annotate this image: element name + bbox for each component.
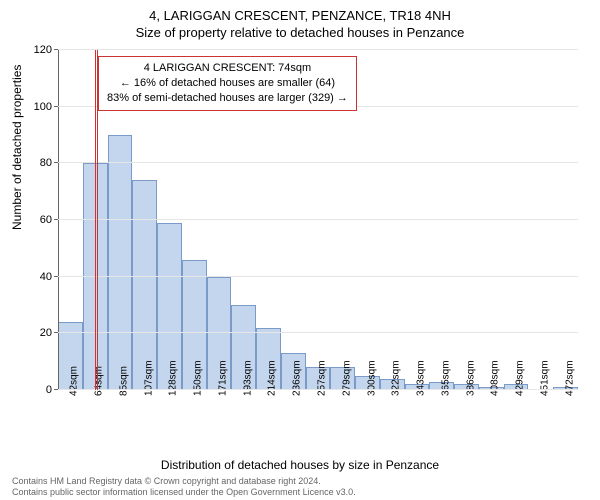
- x-axis-label: Distribution of detached houses by size …: [0, 458, 600, 472]
- histogram-bar: [132, 180, 157, 390]
- y-tick-label: 0: [22, 384, 52, 396]
- y-tick-mark: [54, 276, 58, 277]
- y-axis-line: [58, 50, 59, 390]
- y-tick-mark: [54, 106, 58, 107]
- y-gridline: [58, 162, 578, 163]
- y-tick-mark: [54, 332, 58, 333]
- y-axis-label: Number of detached properties: [10, 65, 24, 230]
- y-tick-mark: [54, 389, 58, 390]
- annotation-box: 4 LARIGGAN CRESCENT: 74sqm← 16% of detac…: [98, 56, 357, 111]
- y-tick-label: 60: [22, 214, 52, 226]
- y-gridline: [58, 389, 578, 390]
- chart-title-main: 4, LARIGGAN CRESCENT, PENZANCE, TR18 4NH: [0, 0, 600, 23]
- y-tick-label: 40: [22, 271, 52, 283]
- y-gridline: [58, 219, 578, 220]
- y-tick-mark: [54, 219, 58, 220]
- y-tick-label: 100: [22, 101, 52, 113]
- annotation-line: 4 LARIGGAN CRESCENT: 74sqm: [107, 61, 348, 76]
- y-tick-mark: [54, 162, 58, 163]
- y-gridline: [58, 276, 578, 277]
- y-tick-label: 120: [22, 44, 52, 56]
- footer-line-1: Contains HM Land Registry data © Crown c…: [12, 476, 356, 487]
- marker-line: [95, 50, 96, 390]
- annotation-line: ← 16% of detached houses are smaller (64…: [107, 76, 348, 91]
- chart-title-sub: Size of property relative to detached ho…: [0, 23, 600, 40]
- y-gridline: [58, 332, 578, 333]
- y-gridline: [58, 49, 578, 50]
- plot-area: 42sqm64sqm85sqm107sqm128sqm150sqm171sqm1…: [58, 50, 578, 420]
- y-tick-label: 20: [22, 327, 52, 339]
- y-tick-mark: [54, 49, 58, 50]
- histogram-bar: [108, 135, 133, 390]
- annotation-line: 83% of semi-detached houses are larger (…: [107, 91, 348, 106]
- footer-line-2: Contains public sector information licen…: [12, 487, 356, 498]
- footer-text: Contains HM Land Registry data © Crown c…: [12, 476, 356, 498]
- chart-container: 4, LARIGGAN CRESCENT, PENZANCE, TR18 4NH…: [0, 0, 600, 500]
- y-tick-label: 80: [22, 157, 52, 169]
